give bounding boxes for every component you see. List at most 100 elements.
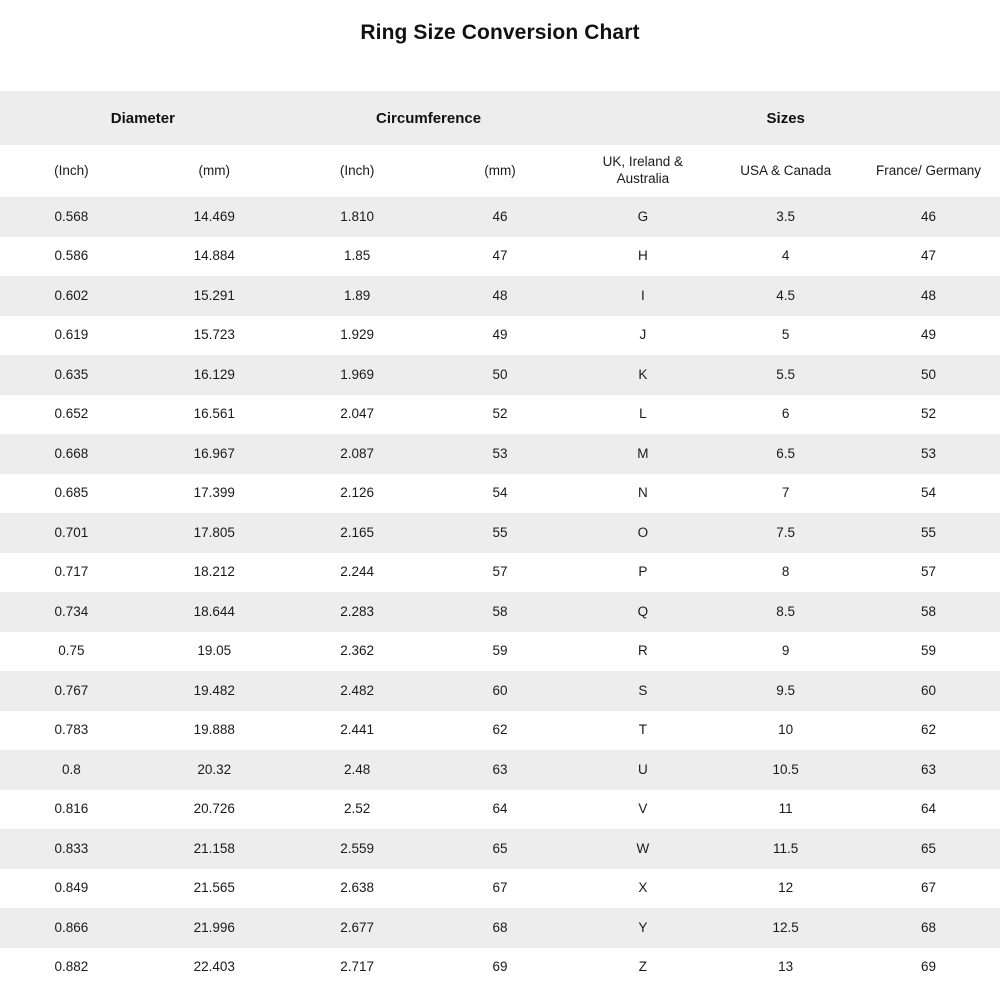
cell-uk-ireland-australia-4: S xyxy=(638,682,648,698)
cell-mm-1: 14.469 xyxy=(193,208,235,224)
cell-france-germany-6: 47 xyxy=(921,248,937,264)
cell-inch-2: 2.559 xyxy=(340,840,375,856)
cell-mm-1: 15.291 xyxy=(193,287,235,303)
cell-inch-2: 1.929 xyxy=(340,327,375,343)
cell-usa-canada-5: 12.5 xyxy=(772,919,799,935)
cell-france-germany-6: 48 xyxy=(921,287,937,303)
cell-mm-1: 17.805 xyxy=(193,524,235,540)
cell-france-germany-6: 58 xyxy=(921,603,937,619)
cell-inch-2: 2.244 xyxy=(340,564,375,580)
cell-uk-ireland-australia-4: V xyxy=(638,801,648,817)
table-body: 0.568 14.469 1.810 46 G 3.5 46 0.586 14.884 1.85 4… xyxy=(0,197,1000,988)
cell-uk-ireland-australia-4: X xyxy=(638,880,648,896)
cell-uk-ireland-australia-4: N xyxy=(637,485,648,501)
cell-uk-ireland-australia-4: Z xyxy=(638,959,647,975)
cell-mm-1: 16.561 xyxy=(193,406,235,422)
group-header-sizes: Sizes xyxy=(766,109,805,127)
table-row: 0.816 20.726 2.52 64 V 11 64 xyxy=(0,789,1000,830)
cell-usa-canada-5: 4.5 xyxy=(776,287,796,303)
cell-inch-0: 0.816 xyxy=(54,801,89,817)
cell-inch-0: 0.568 xyxy=(54,208,89,224)
cell-usa-canada-5: 6 xyxy=(781,406,790,422)
cell-mm-1: 17.399 xyxy=(193,485,235,501)
cell-inch-2: 2.48 xyxy=(343,761,371,777)
page-title: Ring Size Conversion Chart xyxy=(360,21,640,44)
table-row: 0.619 15.723 1.929 49 J 5 49 xyxy=(0,315,1000,356)
cell-inch-0: 0.833 xyxy=(54,840,89,856)
cell-mm-3: 49 xyxy=(492,327,508,343)
cell-inch-2: 2.283 xyxy=(340,603,375,619)
cell-mm-3: 47 xyxy=(492,248,508,264)
cell-uk-ireland-australia-4: R xyxy=(637,643,648,659)
cell-inch-2: 1.85 xyxy=(343,248,371,264)
cell-mm-3: 58 xyxy=(492,603,508,619)
table-row: 0.602 15.291 1.89 48 I 4.5 48 xyxy=(0,276,1000,316)
cell-mm-1: 20.32 xyxy=(197,761,232,777)
column-header-inch-0: (Inch) xyxy=(54,162,89,178)
cell-usa-canada-5: 9.5 xyxy=(776,682,796,698)
cell-mm-3: 59 xyxy=(492,643,508,659)
cell-france-germany-6: 57 xyxy=(921,564,937,580)
cell-inch-0: 0.586 xyxy=(54,248,89,264)
table-row: 0.849 21.565 2.638 67 X 12 67 xyxy=(0,868,1000,909)
cell-usa-canada-5: 4 xyxy=(781,248,790,264)
cell-france-germany-6: 67 xyxy=(921,880,937,896)
cell-usa-canada-5: 10 xyxy=(778,722,794,738)
cell-inch-0: 0.652 xyxy=(54,406,89,422)
cell-mm-3: 50 xyxy=(492,366,508,382)
cell-mm-3: 67 xyxy=(492,880,508,896)
cell-uk-ireland-australia-4: W xyxy=(636,840,650,856)
cell-mm-3: 53 xyxy=(492,445,508,461)
table-row: 0.568 14.469 1.810 46 G 3.5 46 xyxy=(0,197,1000,237)
cell-inch-2: 2.677 xyxy=(340,919,375,935)
cell-uk-ireland-australia-4: L xyxy=(639,406,647,422)
group-header-diameter: Diameter xyxy=(110,109,175,127)
cell-mm-1: 18.212 xyxy=(193,564,235,580)
cell-inch-2: 2.047 xyxy=(340,406,375,422)
cell-inch-2: 2.638 xyxy=(340,880,375,896)
cell-inch-2: 2.441 xyxy=(340,722,375,738)
cell-usa-canada-5: 5.5 xyxy=(776,366,796,382)
cell-inch-2: 2.717 xyxy=(340,959,375,975)
cell-mm-3: 52 xyxy=(492,406,508,422)
table-row: 0.701 17.805 2.165 55 O 7.5 55 xyxy=(0,513,1000,553)
column-header-france-germany-6: France/ Germany xyxy=(876,162,982,178)
cell-mm-3: 65 xyxy=(492,840,508,856)
cell-uk-ireland-australia-4: T xyxy=(638,722,647,738)
cell-uk-ireland-australia-4: Y xyxy=(638,919,648,935)
table-row: 0.685 17.399 2.126 54 N 7 54 xyxy=(0,473,1000,514)
cell-mm-1: 22.403 xyxy=(193,959,235,975)
cell-mm-1: 15.723 xyxy=(193,327,235,343)
cell-uk-ireland-australia-4: K xyxy=(638,366,648,382)
cell-mm-1: 19.888 xyxy=(193,722,235,738)
cell-usa-canada-5: 9 xyxy=(781,643,790,659)
cell-inch-0: 0.602 xyxy=(54,287,89,303)
cell-mm-1: 20.726 xyxy=(193,801,235,817)
cell-mm-3: 54 xyxy=(492,485,508,501)
cell-mm-3: 64 xyxy=(492,801,508,817)
cell-mm-1: 19.05 xyxy=(197,643,232,659)
table-row: 0.717 18.212 2.244 57 P 8 57 xyxy=(0,552,1000,593)
cell-france-germany-6: 68 xyxy=(921,919,937,935)
table-row: 0.8 20.32 2.48 63 U 10.5 63 xyxy=(0,750,1000,790)
ring-size-conversion-table: Diameter Circumference Sizes (Inch) (mm) (In… xyxy=(0,91,1000,988)
table-row: 0.75 19.05 2.362 59 R 9 59 xyxy=(0,631,1000,672)
cell-inch-2: 1.89 xyxy=(343,287,371,303)
cell-mm-3: 55 xyxy=(492,524,508,540)
column-header-mm-1: (mm) xyxy=(198,162,231,178)
cell-france-germany-6: 49 xyxy=(921,327,937,343)
cell-inch-0: 0.866 xyxy=(54,919,89,935)
column-header-inch-2: (Inch) xyxy=(339,162,375,178)
column-header-usa-canada-5: USA & Canada xyxy=(740,162,832,178)
column-header-uk-ireland-australia-4: UK, Ireland & Australia xyxy=(602,154,683,187)
cell-inch-0: 0.619 xyxy=(54,327,89,343)
table-row: 0.635 16.129 1.969 50 K 5.5 50 xyxy=(0,355,1000,395)
cell-france-germany-6: 55 xyxy=(921,524,937,540)
cell-inch-2: 2.126 xyxy=(340,485,375,501)
cell-usa-canada-5: 6.5 xyxy=(776,445,796,461)
table-row: 0.783 19.888 2.441 62 T 10 62 xyxy=(0,710,1000,751)
cell-mm-1: 16.967 xyxy=(193,445,235,461)
cell-inch-0: 0.849 xyxy=(54,880,89,896)
cell-uk-ireland-australia-4: U xyxy=(637,761,648,777)
cell-france-germany-6: 46 xyxy=(921,208,937,224)
